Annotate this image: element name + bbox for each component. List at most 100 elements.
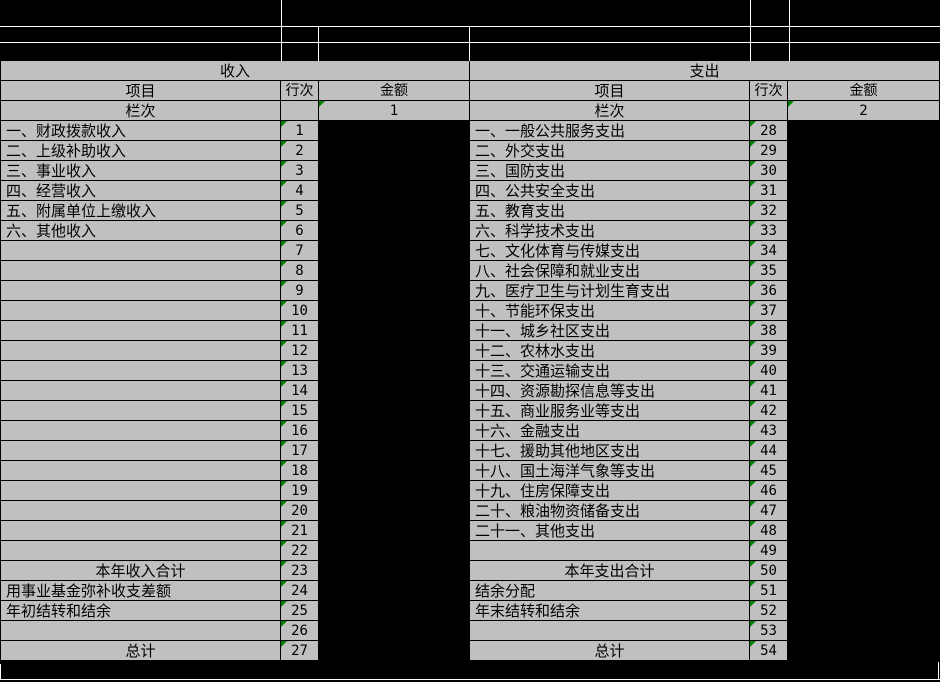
line-number-cell[interactable]: 24 bbox=[281, 581, 319, 601]
col-index-line-cell[interactable] bbox=[750, 101, 788, 121]
item-cell[interactable] bbox=[1, 341, 281, 361]
amount-cell[interactable] bbox=[788, 461, 940, 481]
col-header-item[interactable]: 项目 bbox=[1, 81, 281, 101]
amount-cell[interactable] bbox=[788, 641, 940, 661]
item-cell[interactable]: 本年支出合计 bbox=[470, 561, 750, 581]
amount-cell[interactable] bbox=[788, 381, 940, 401]
amount-cell[interactable] bbox=[319, 121, 470, 141]
amount-cell[interactable] bbox=[788, 441, 940, 461]
item-cell[interactable]: 十一、城乡社区支出 bbox=[470, 321, 750, 341]
col-index-label[interactable]: 栏次 bbox=[470, 101, 750, 121]
amount-cell[interactable] bbox=[319, 581, 470, 601]
item-cell[interactable]: 四、公共安全支出 bbox=[470, 181, 750, 201]
line-number-cell[interactable]: 39 bbox=[750, 341, 788, 361]
amount-cell[interactable] bbox=[319, 461, 470, 481]
amount-cell[interactable] bbox=[788, 621, 940, 641]
line-number-cell[interactable]: 15 bbox=[281, 401, 319, 421]
item-cell[interactable] bbox=[1, 261, 281, 281]
line-number-cell[interactable]: 18 bbox=[281, 461, 319, 481]
item-cell[interactable]: 二十、粮油物资储备支出 bbox=[470, 501, 750, 521]
amount-cell[interactable] bbox=[788, 561, 940, 581]
col-header-line[interactable]: 行次 bbox=[750, 81, 788, 101]
amount-cell[interactable] bbox=[788, 301, 940, 321]
item-cell[interactable] bbox=[1, 461, 281, 481]
line-number-cell[interactable]: 32 bbox=[750, 201, 788, 221]
amount-cell[interactable] bbox=[788, 481, 940, 501]
item-cell[interactable]: 二十一、其他支出 bbox=[470, 521, 750, 541]
col-index-value-cell[interactable]: 1 bbox=[319, 101, 470, 121]
line-number-cell[interactable]: 30 bbox=[750, 161, 788, 181]
amount-cell[interactable] bbox=[319, 561, 470, 581]
amount-cell[interactable] bbox=[788, 221, 940, 241]
item-cell[interactable]: 九、医疗卫生与计划生育支出 bbox=[470, 281, 750, 301]
amount-cell[interactable] bbox=[788, 181, 940, 201]
line-number-cell[interactable]: 51 bbox=[750, 581, 788, 601]
amount-cell[interactable] bbox=[788, 161, 940, 181]
item-cell[interactable] bbox=[1, 321, 281, 341]
item-cell[interactable]: 总计 bbox=[1, 641, 281, 661]
col-header-item[interactable]: 项目 bbox=[470, 81, 750, 101]
item-cell[interactable]: 十五、商业服务业等支出 bbox=[470, 401, 750, 421]
item-cell[interactable]: 十九、住房保障支出 bbox=[470, 481, 750, 501]
line-number-cell[interactable]: 14 bbox=[281, 381, 319, 401]
amount-cell[interactable] bbox=[788, 121, 940, 141]
line-number-cell[interactable]: 10 bbox=[281, 301, 319, 321]
line-number-cell[interactable]: 27 bbox=[281, 641, 319, 661]
amount-cell[interactable] bbox=[319, 441, 470, 461]
line-number-cell[interactable]: 19 bbox=[281, 481, 319, 501]
amount-cell[interactable] bbox=[319, 421, 470, 441]
item-cell[interactable] bbox=[1, 301, 281, 321]
item-cell[interactable]: 三、事业收入 bbox=[1, 161, 281, 181]
item-cell[interactable] bbox=[470, 621, 750, 641]
amount-cell[interactable] bbox=[319, 641, 470, 661]
line-number-cell[interactable]: 49 bbox=[750, 541, 788, 561]
item-cell[interactable]: 十、节能环保支出 bbox=[470, 301, 750, 321]
line-number-cell[interactable]: 17 bbox=[281, 441, 319, 461]
line-number-cell[interactable]: 1 bbox=[281, 121, 319, 141]
col-index-line-cell[interactable] bbox=[281, 101, 319, 121]
item-cell[interactable]: 本年收入合计 bbox=[1, 561, 281, 581]
amount-cell[interactable] bbox=[788, 581, 940, 601]
item-cell[interactable]: 十二、农林水支出 bbox=[470, 341, 750, 361]
amount-cell[interactable] bbox=[788, 541, 940, 561]
line-number-cell[interactable]: 31 bbox=[750, 181, 788, 201]
col-index-value-cell[interactable]: 2 bbox=[788, 101, 940, 121]
amount-cell[interactable] bbox=[319, 301, 470, 321]
amount-cell[interactable] bbox=[319, 281, 470, 301]
line-number-cell[interactable]: 45 bbox=[750, 461, 788, 481]
amount-cell[interactable] bbox=[788, 421, 940, 441]
amount-cell[interactable] bbox=[788, 321, 940, 341]
item-cell[interactable] bbox=[1, 501, 281, 521]
line-number-cell[interactable]: 53 bbox=[750, 621, 788, 641]
item-cell[interactable]: 一、一般公共服务支出 bbox=[470, 121, 750, 141]
amount-cell[interactable] bbox=[319, 361, 470, 381]
amount-cell[interactable] bbox=[788, 501, 940, 521]
item-cell[interactable]: 十六、金融支出 bbox=[470, 421, 750, 441]
amount-cell[interactable] bbox=[319, 321, 470, 341]
item-cell[interactable]: 年初结转和结余 bbox=[1, 601, 281, 621]
amount-cell[interactable] bbox=[319, 601, 470, 621]
line-number-cell[interactable]: 25 bbox=[281, 601, 319, 621]
line-number-cell[interactable]: 20 bbox=[281, 501, 319, 521]
item-cell[interactable] bbox=[1, 521, 281, 541]
item-cell[interactable] bbox=[1, 441, 281, 461]
line-number-cell[interactable]: 35 bbox=[750, 261, 788, 281]
item-cell[interactable]: 总计 bbox=[470, 641, 750, 661]
line-number-cell[interactable]: 9 bbox=[281, 281, 319, 301]
amount-cell[interactable] bbox=[788, 401, 940, 421]
item-cell[interactable] bbox=[1, 241, 281, 261]
item-cell[interactable]: 三、国防支出 bbox=[470, 161, 750, 181]
amount-cell[interactable] bbox=[319, 201, 470, 221]
amount-cell[interactable] bbox=[319, 381, 470, 401]
line-number-cell[interactable]: 43 bbox=[750, 421, 788, 441]
amount-cell[interactable] bbox=[319, 621, 470, 641]
line-number-cell[interactable]: 5 bbox=[281, 201, 319, 221]
item-cell[interactable]: 六、科学技术支出 bbox=[470, 221, 750, 241]
amount-cell[interactable] bbox=[788, 361, 940, 381]
line-number-cell[interactable]: 38 bbox=[750, 321, 788, 341]
line-number-cell[interactable]: 26 bbox=[281, 621, 319, 641]
item-cell[interactable] bbox=[1, 421, 281, 441]
amount-cell[interactable] bbox=[319, 241, 470, 261]
line-number-cell[interactable]: 12 bbox=[281, 341, 319, 361]
col-header-line[interactable]: 行次 bbox=[281, 81, 319, 101]
